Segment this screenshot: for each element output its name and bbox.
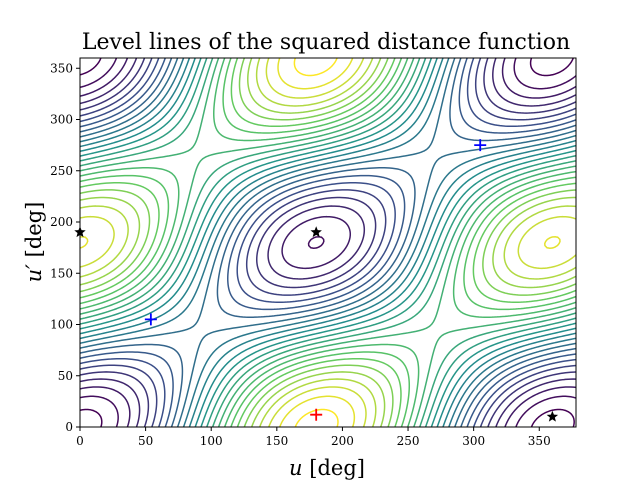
contour-level [80,58,576,427]
x-tick-label: 350 [528,434,551,448]
chart-title: Level lines of the squared distance func… [82,30,570,55]
x-tick-label: 0 [76,434,84,448]
contour-level [80,58,576,427]
y-tick-label: 150 [50,266,73,280]
contour-level [80,58,576,427]
contour-level [80,58,576,427]
contour-level [80,58,576,427]
contour-level [80,58,576,427]
saddle-star-marker [310,226,322,238]
contour-level [293,58,339,427]
contour-level [80,58,576,427]
contour-level [80,58,576,427]
x-tick-label: 100 [200,434,223,448]
x-axis-variable: u [289,456,303,480]
x-tick-label: 150 [265,434,288,448]
x-tick-label: 250 [397,434,420,448]
y-tick-label: 50 [58,369,73,383]
minimum-plus-marker [144,313,157,326]
x-tick-label: 300 [462,434,485,448]
x-axis-ticks: 0 50 100 150 200 250 300 350 [76,427,551,448]
y-axis-ticks: 0 50 100 150 200 250 300 350 [50,61,80,434]
maximum-plus-marker [310,408,323,421]
plot-frame [79,57,577,428]
y-tick-label: 200 [50,215,73,229]
contour-level [80,58,576,427]
y-tick-label: 250 [50,164,73,178]
x-tick-label: 50 [138,434,153,448]
contour-level [80,58,576,427]
x-tick-label: 200 [331,434,354,448]
contour-level [80,58,576,427]
contour-lines [80,58,576,427]
contour-level [80,58,576,427]
contour-level [80,58,576,427]
contour-level [80,58,576,427]
y-tick-label: 350 [50,61,73,75]
contour-level [80,58,561,427]
minimum-plus-marker [474,139,487,152]
contour-level [80,58,576,427]
saddle-star-marker [546,410,559,422]
x-axis-unit: [deg] [309,456,365,480]
contour-level [80,58,576,427]
y-axis-label: u′ [deg] [22,202,46,283]
contour-level [80,58,576,427]
contour-level [80,58,576,427]
contour-level [80,58,576,427]
y-axis-variable: u′ [22,264,46,283]
y-axis-unit: [deg] [22,202,46,258]
y-tick-label: 300 [50,113,73,127]
x-axis-label: u [deg] [289,456,365,480]
y-tick-label: 100 [50,318,73,332]
y-tick-label: 0 [65,420,73,434]
